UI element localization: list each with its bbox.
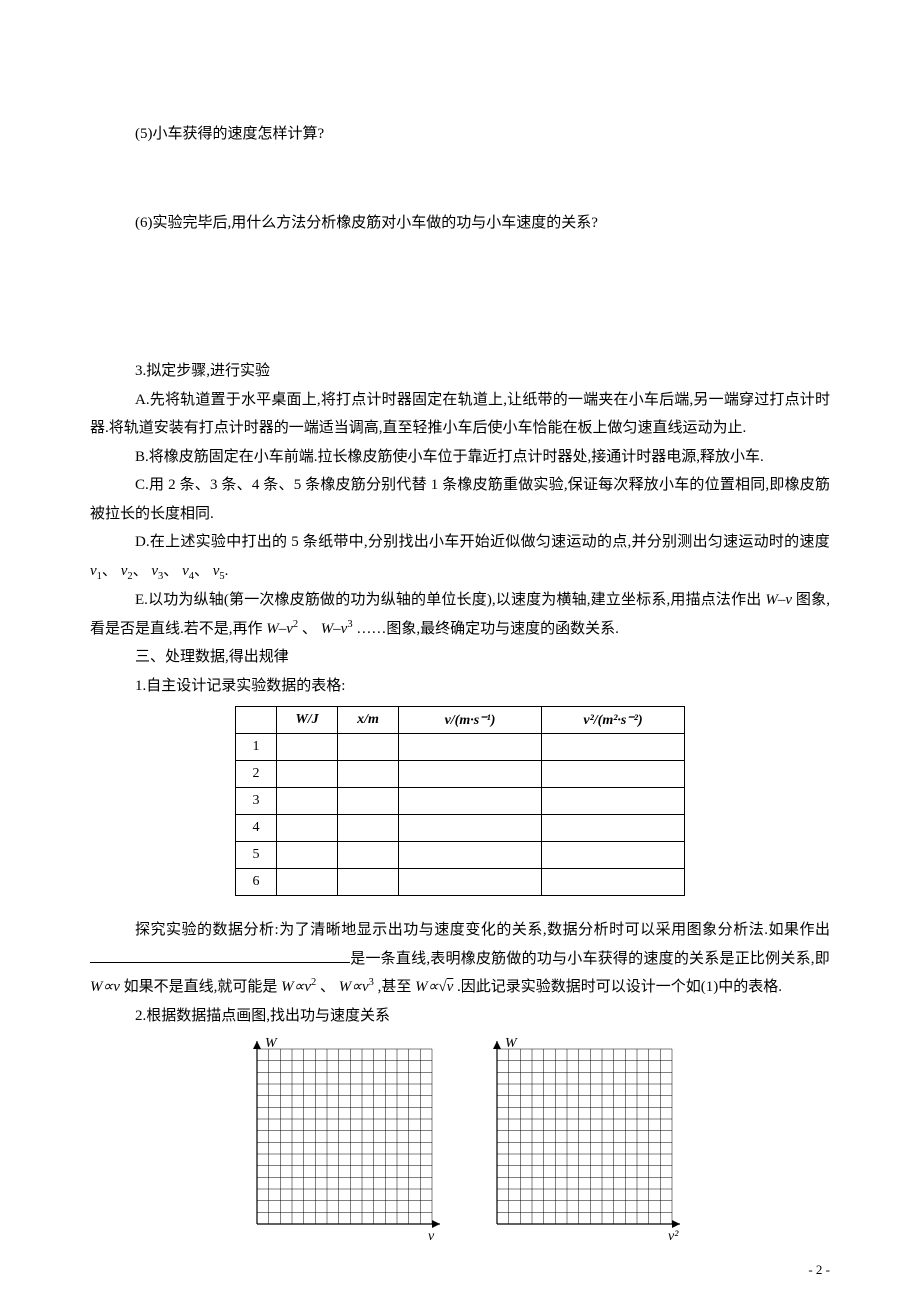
table-cell [542, 734, 685, 761]
table-cell [338, 788, 399, 815]
question-6: (6)实验完毕后,用什么方法分析橡皮筋对小车做的功与小车速度的关系? [90, 209, 830, 238]
wpv3-sup: 3 [369, 977, 374, 988]
analysis-p1: 探究实验的数据分析:为了清晰地显示出功与速度变化的关系,数据分析时可以采用图象分… [90, 916, 830, 1002]
v4-sym: v [182, 563, 189, 579]
step-a: A.先将轨道置于水平桌面上,将打点计时器固定在轨道上,让纸带的一端夹在小车后端,… [90, 386, 830, 443]
table-cell: 2 [236, 761, 277, 788]
table-cell [338, 869, 399, 896]
table-cell [399, 734, 542, 761]
graphs-row: Wv Wv² [90, 1034, 830, 1244]
step-d: D.在上述实验中打出的 5 条纸带中,分别找出小车开始近似做匀速运动的点,并分别… [90, 528, 830, 586]
table-row: 2 [236, 761, 685, 788]
wv3-sym: W–v [321, 621, 348, 637]
data-table: W/J x/m v/(m·s⁻¹) v²/(m²·s⁻²) 123456 [235, 706, 685, 896]
page-number: - 2 - [808, 1262, 830, 1278]
table-cell [277, 869, 338, 896]
col-1-txt: W/J [295, 712, 318, 727]
analysis-mid: 如果不是直线,就可能是 [124, 979, 282, 995]
wv2-sup: 2 [293, 619, 298, 630]
table-cell: 3 [236, 788, 277, 815]
analysis-mid2: 、 [320, 979, 335, 995]
wpv: W∝v [90, 979, 120, 995]
step-e-mid2: 、 [302, 621, 317, 637]
table-cell: 6 [236, 869, 277, 896]
wpsqrt: W∝√v [415, 979, 453, 995]
table-cell: 5 [236, 842, 277, 869]
graph-wv2: Wv² [475, 1034, 685, 1244]
wpv2-sup: 2 [311, 977, 316, 988]
table-cell [338, 815, 399, 842]
table-cell [277, 815, 338, 842]
table-cell [399, 788, 542, 815]
svg-text:W: W [505, 1036, 518, 1051]
wv3-sup: 3 [347, 619, 352, 630]
v2-sub: 2 [127, 571, 132, 582]
step-c: C.用 2 条、3 条、4 条、5 条橡皮筋分别代替 1 条橡皮筋重做实验,保证… [90, 471, 830, 528]
table-cell [542, 869, 685, 896]
graph-wv: Wv [235, 1034, 445, 1244]
v1-sub: 1 [97, 571, 102, 582]
step-e-post: ……图象,最终确定功与速度的函数关系. [356, 621, 619, 637]
table-cell [338, 842, 399, 869]
v4-sub: 4 [189, 571, 194, 582]
wpv3: W∝v [339, 979, 369, 995]
design-table-line: 1.自主设计记录实验数据的表格: [90, 672, 830, 701]
table-cell [277, 761, 338, 788]
wv-sym: W–v [765, 592, 792, 608]
wpv2: W∝v [281, 979, 311, 995]
table-cell [399, 842, 542, 869]
plot-instruction: 2.根据数据描点画图,找出功与速度关系 [90, 1002, 830, 1031]
analysis-pre: 探究实验的数据分析:为了清晰地显示出功与速度变化的关系,数据分析时可以采用图象分… [135, 922, 830, 938]
table-cell [399, 869, 542, 896]
question-5: (5)小车获得的速度怎样计算? [90, 120, 830, 149]
wv2-sym: W–v [266, 621, 293, 637]
col-3-txt: v/(m·s⁻¹) [445, 713, 496, 728]
col-4-txt: v²/(m²·s⁻²) [583, 713, 642, 728]
table-row: 1 [236, 734, 685, 761]
col-2: x/m [338, 707, 399, 734]
table-cell [277, 788, 338, 815]
table-body: 123456 [236, 734, 685, 896]
step-d-pre: D.在上述实验中打出的 5 条纸带中,分别找出小车开始近似做匀速运动的点,并分别… [135, 534, 830, 550]
blank-fill[interactable] [90, 947, 350, 963]
table-cell [542, 788, 685, 815]
data-heading: 三、处理数据,得出规律 [90, 643, 830, 672]
table-cell [542, 815, 685, 842]
table-cell [277, 734, 338, 761]
table-row: 5 [236, 842, 685, 869]
table-cell [338, 761, 399, 788]
table-row: 6 [236, 869, 685, 896]
section3-title: 3.拟定步骤,进行实验 [90, 357, 830, 386]
svg-text:W: W [265, 1036, 278, 1051]
col-0 [236, 707, 277, 734]
table-cell: 4 [236, 815, 277, 842]
v3-sub: 3 [158, 571, 163, 582]
table-cell [542, 842, 685, 869]
step-e: E.以功为纵轴(第一次橡皮筋做的功为纵轴的单位长度),以速度为横轴,建立坐标系,… [90, 586, 830, 643]
analysis-mid3: ,甚至 [378, 979, 416, 995]
col-2-txt: x/m [357, 712, 379, 727]
col-3: v/(m·s⁻¹) [399, 707, 542, 734]
analysis-post: 是一条直线,表明橡皮筋做的功与小车获得的速度的关系是正比例关系,即 [350, 951, 830, 967]
step-b: B.将橡皮筋固定在小车前端.拉长橡皮筋使小车位于靠近打点计时器处,接通计时器电源… [90, 443, 830, 472]
table-cell: 1 [236, 734, 277, 761]
v1-sym: v [90, 563, 97, 579]
table-cell [399, 815, 542, 842]
col-4: v²/(m²·s⁻²) [542, 707, 685, 734]
table-header-row: W/J x/m v/(m·s⁻¹) v²/(m²·s⁻²) [236, 707, 685, 734]
table-cell [542, 761, 685, 788]
table-cell [338, 734, 399, 761]
step-e-pre: E.以功为纵轴(第一次橡皮筋做的功为纵轴的单位长度),以速度为横轴,建立坐标系,… [135, 592, 765, 608]
table-row: 3 [236, 788, 685, 815]
svg-text:v²: v² [668, 1229, 679, 1244]
analysis-tail: .因此记录实验数据时可以设计一个如(1)中的表格. [457, 979, 782, 995]
table-cell [399, 761, 542, 788]
table-cell [277, 842, 338, 869]
svg-text:v: v [428, 1229, 435, 1244]
col-1: W/J [277, 707, 338, 734]
v5-sub: 5 [219, 571, 224, 582]
table-row: 4 [236, 815, 685, 842]
